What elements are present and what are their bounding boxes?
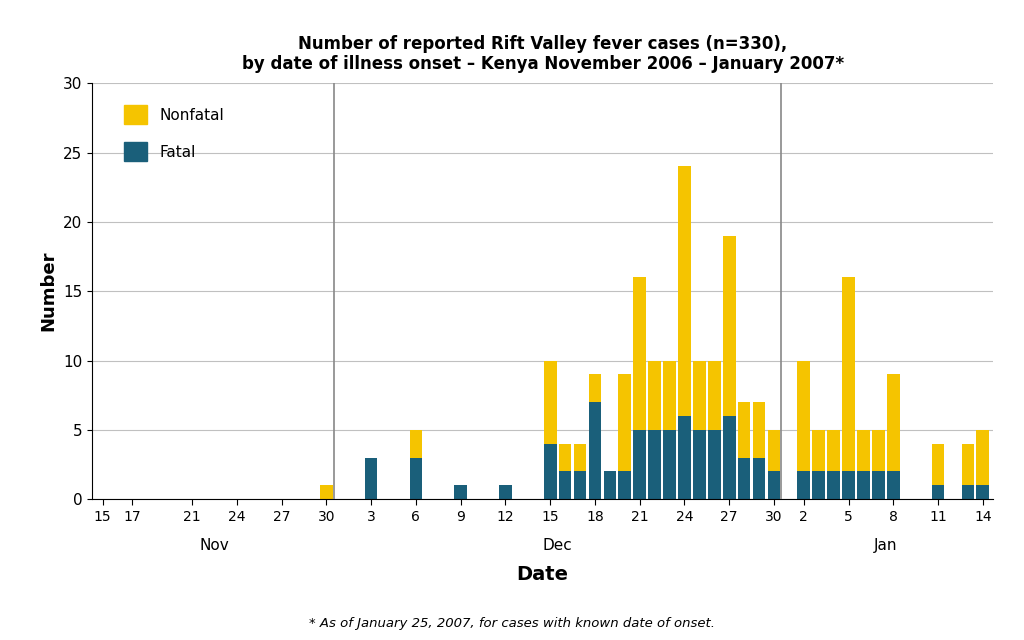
- Y-axis label: Number: Number: [40, 251, 57, 332]
- Bar: [737, 458, 751, 499]
- Bar: [618, 472, 631, 499]
- Bar: [737, 402, 751, 458]
- Bar: [618, 374, 631, 472]
- Bar: [365, 458, 378, 499]
- Bar: [962, 485, 974, 499]
- Text: Nov: Nov: [200, 538, 229, 553]
- Bar: [723, 236, 735, 416]
- Bar: [842, 277, 855, 472]
- Bar: [812, 472, 825, 499]
- Bar: [648, 360, 660, 430]
- Text: Jan: Jan: [874, 538, 898, 553]
- Bar: [499, 485, 512, 499]
- Bar: [573, 444, 587, 472]
- Bar: [559, 444, 571, 472]
- Bar: [723, 416, 735, 499]
- Bar: [708, 360, 721, 430]
- Bar: [827, 430, 840, 472]
- Bar: [410, 458, 422, 499]
- Bar: [544, 360, 556, 444]
- Bar: [410, 430, 422, 458]
- Bar: [768, 430, 780, 472]
- Bar: [977, 485, 989, 499]
- Bar: [573, 472, 587, 499]
- Bar: [753, 402, 765, 458]
- Bar: [872, 430, 885, 472]
- Bar: [664, 430, 676, 499]
- Bar: [812, 430, 825, 472]
- Bar: [664, 360, 676, 430]
- Bar: [857, 430, 869, 472]
- Bar: [678, 416, 691, 499]
- Bar: [648, 430, 660, 499]
- Bar: [589, 374, 601, 402]
- Legend: Nonfatal, Fatal: Nonfatal, Fatal: [118, 99, 230, 167]
- Bar: [842, 472, 855, 499]
- Bar: [932, 485, 944, 499]
- Bar: [753, 458, 765, 499]
- Bar: [887, 472, 900, 499]
- Bar: [798, 472, 810, 499]
- Bar: [603, 472, 616, 499]
- X-axis label: Date: Date: [517, 565, 568, 584]
- Bar: [678, 166, 691, 416]
- Text: Dec: Dec: [543, 538, 572, 553]
- Bar: [857, 472, 869, 499]
- Bar: [321, 485, 333, 499]
- Bar: [932, 444, 944, 485]
- Bar: [977, 430, 989, 485]
- Bar: [693, 360, 706, 430]
- Bar: [634, 430, 646, 499]
- Bar: [693, 430, 706, 499]
- Bar: [768, 472, 780, 499]
- Bar: [455, 485, 467, 499]
- Bar: [962, 444, 974, 485]
- Text: * As of January 25, 2007, for cases with known date of onset.: * As of January 25, 2007, for cases with…: [309, 618, 715, 630]
- Bar: [872, 472, 885, 499]
- Bar: [827, 472, 840, 499]
- Bar: [798, 360, 810, 472]
- Bar: [634, 277, 646, 430]
- Bar: [589, 402, 601, 499]
- Bar: [559, 472, 571, 499]
- Title: Number of reported Rift Valley fever cases (n=330),
by date of illness onset – K: Number of reported Rift Valley fever cas…: [242, 35, 844, 74]
- Bar: [544, 444, 556, 499]
- Bar: [887, 374, 900, 472]
- Bar: [708, 430, 721, 499]
